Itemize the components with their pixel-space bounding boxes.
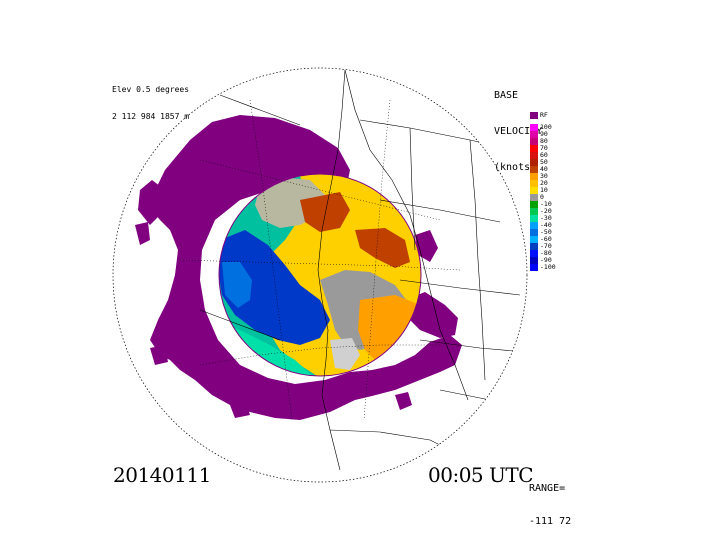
legend-label: 10 xyxy=(540,186,548,194)
legend-label: 100 xyxy=(540,123,552,131)
range-value: -111 72 xyxy=(529,516,572,527)
map-overlay-dotted xyxy=(179,99,461,421)
legend-entry: 100 xyxy=(530,123,590,131)
product-title: BASE VELOCITY (knots) xyxy=(494,66,542,198)
legend-swatch xyxy=(530,173,538,180)
elevation-line2: 2 112 984 1857 m xyxy=(112,112,190,121)
legend-entry: 20 xyxy=(530,179,590,187)
legend-entry: -30 xyxy=(530,214,590,222)
legend-entry: 80 xyxy=(530,137,590,145)
range-label: RANGE= xyxy=(529,483,566,494)
legend-label: 20 xyxy=(540,179,548,187)
legend-swatch xyxy=(530,159,538,166)
legend-swatch xyxy=(530,257,538,264)
legend-swatch xyxy=(530,166,538,173)
legend-swatch xyxy=(530,229,538,236)
legend-entry: 90 xyxy=(530,130,590,138)
legend-entry: 70 xyxy=(530,144,590,152)
legend-entry: -90 xyxy=(530,256,590,264)
legend-swatch xyxy=(530,264,538,271)
date-label: 20140111 xyxy=(113,463,211,487)
time-label: 00:05 UTC xyxy=(428,463,534,487)
legend-swatch xyxy=(530,243,538,250)
title-line2: VELOCITY xyxy=(494,126,543,137)
legend-swatch xyxy=(530,215,538,222)
legend-label: 70 xyxy=(540,144,548,152)
legend-entry: 30 xyxy=(530,172,590,180)
legend-swatch xyxy=(530,250,538,257)
legend-label: 50 xyxy=(540,158,548,166)
legend-swatch xyxy=(530,152,538,159)
legend-label: -90 xyxy=(540,256,552,264)
legend-entry: 10 xyxy=(530,186,590,194)
elevation-line1: Elev 0.5 degrees xyxy=(112,85,190,94)
legend-label: -40 xyxy=(540,221,552,229)
legend-swatch xyxy=(530,180,538,187)
legend-entry: RF xyxy=(530,111,590,119)
legend-label: -10 xyxy=(540,200,552,208)
legend-label: -50 xyxy=(540,228,552,236)
velocity-disc xyxy=(219,174,421,376)
legend-label: -60 xyxy=(540,235,552,243)
title-line1: BASE xyxy=(494,90,519,101)
map-overlay-lines xyxy=(199,69,526,471)
legend-entry: -50 xyxy=(530,228,590,236)
legend-swatch xyxy=(530,222,538,229)
elevation-info: Elev 0.5 degrees 2 112 984 1857 m xyxy=(112,67,189,139)
legend-swatch xyxy=(530,236,538,243)
legend-label: -30 xyxy=(540,214,552,222)
legend-label: 40 xyxy=(540,165,548,173)
legend-entry: -80 xyxy=(530,249,590,257)
legend-swatch xyxy=(530,201,538,208)
legend-swatch xyxy=(530,124,538,131)
legend-entry: -10 xyxy=(530,200,590,208)
legend-entry: -60 xyxy=(530,235,590,243)
legend-swatch xyxy=(530,131,538,138)
title-line3: (knots) xyxy=(494,162,537,173)
legend-entry: 50 xyxy=(530,158,590,166)
legend-entry: -100 xyxy=(530,263,590,271)
legend-label: -20 xyxy=(540,207,552,215)
legend-swatch xyxy=(530,187,538,194)
legend-label: -100 xyxy=(540,263,556,271)
legend-entry: -20 xyxy=(530,207,590,215)
legend-label: 60 xyxy=(540,151,548,159)
legend-swatch xyxy=(530,138,538,145)
legend-swatch xyxy=(530,145,538,152)
legend-label: -70 xyxy=(540,242,552,250)
legend-swatch xyxy=(530,112,538,119)
legend-entry: 0 xyxy=(530,193,590,201)
legend-label: 30 xyxy=(540,172,548,180)
range-ring-outer xyxy=(112,67,528,483)
legend-label: 80 xyxy=(540,137,548,145)
legend-swatch xyxy=(530,208,538,215)
legend-entry: -70 xyxy=(530,242,590,250)
legend-label: 0 xyxy=(540,193,544,201)
legend-label: RF xyxy=(540,111,548,119)
legend-entry: 40 xyxy=(530,165,590,173)
legend-entry: -40 xyxy=(530,221,590,229)
legend-entry: 60 xyxy=(530,151,590,159)
range-info: RANGE= -111 72 xyxy=(529,461,571,540)
legend-label: -80 xyxy=(540,249,552,257)
velocity-legend: RF 100 90 80 70 60 50 40 30 20 10 0 -10 -20 -30 -40 -50-… xyxy=(530,111,590,271)
legend-label: 90 xyxy=(540,130,548,138)
legend-swatch xyxy=(530,194,538,201)
